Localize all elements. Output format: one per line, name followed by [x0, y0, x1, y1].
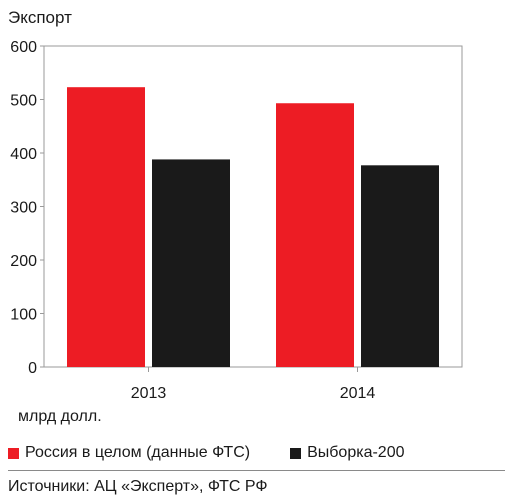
bar-2014-series-0	[276, 103, 354, 368]
x-tick-label: 2013	[131, 385, 167, 402]
chart-labels: 0 100 200 300 400 500 600 2013 2014	[10, 39, 375, 402]
chart-axes	[40, 45, 463, 372]
source-note: Источники: АЦ «Эксперт», ФТС РФ	[8, 478, 268, 495]
legend-label-russia: Россия в целом (данные ФТС)	[25, 444, 251, 461]
bar-2013-series-0	[67, 87, 145, 367]
bar-2014-series-1	[361, 165, 439, 367]
legend-swatch-sample	[290, 447, 302, 459]
y-tick-label: 400	[10, 146, 37, 163]
x-tick-label: 2014	[340, 385, 376, 402]
legend: Россия в целом (данные ФТС) Выборка-200	[8, 444, 444, 462]
y-tick-label: 0	[28, 360, 37, 377]
chart-title: Экспорт	[8, 8, 72, 27]
legend-item-sample: Выборка-200	[290, 444, 404, 462]
legend-label-sample: Выборка-200	[307, 444, 405, 461]
legend-swatch-russia	[8, 447, 19, 459]
bar-2013-series-1	[152, 159, 230, 367]
divider	[8, 470, 505, 471]
y-tick-label: 200	[10, 253, 37, 270]
unit-label: млрд долл.	[18, 408, 102, 425]
bar-chart: 0 100 200 300 400 500 600 2013 2014	[10, 39, 463, 402]
y-tick-label: 100	[10, 307, 37, 324]
chart-bars	[67, 87, 439, 368]
y-tick-label: 500	[10, 93, 37, 110]
legend-item-russia: Россия в целом (данные ФТС)	[8, 444, 250, 462]
y-tick-label: 600	[10, 39, 37, 56]
y-tick-label: 300	[10, 200, 37, 217]
